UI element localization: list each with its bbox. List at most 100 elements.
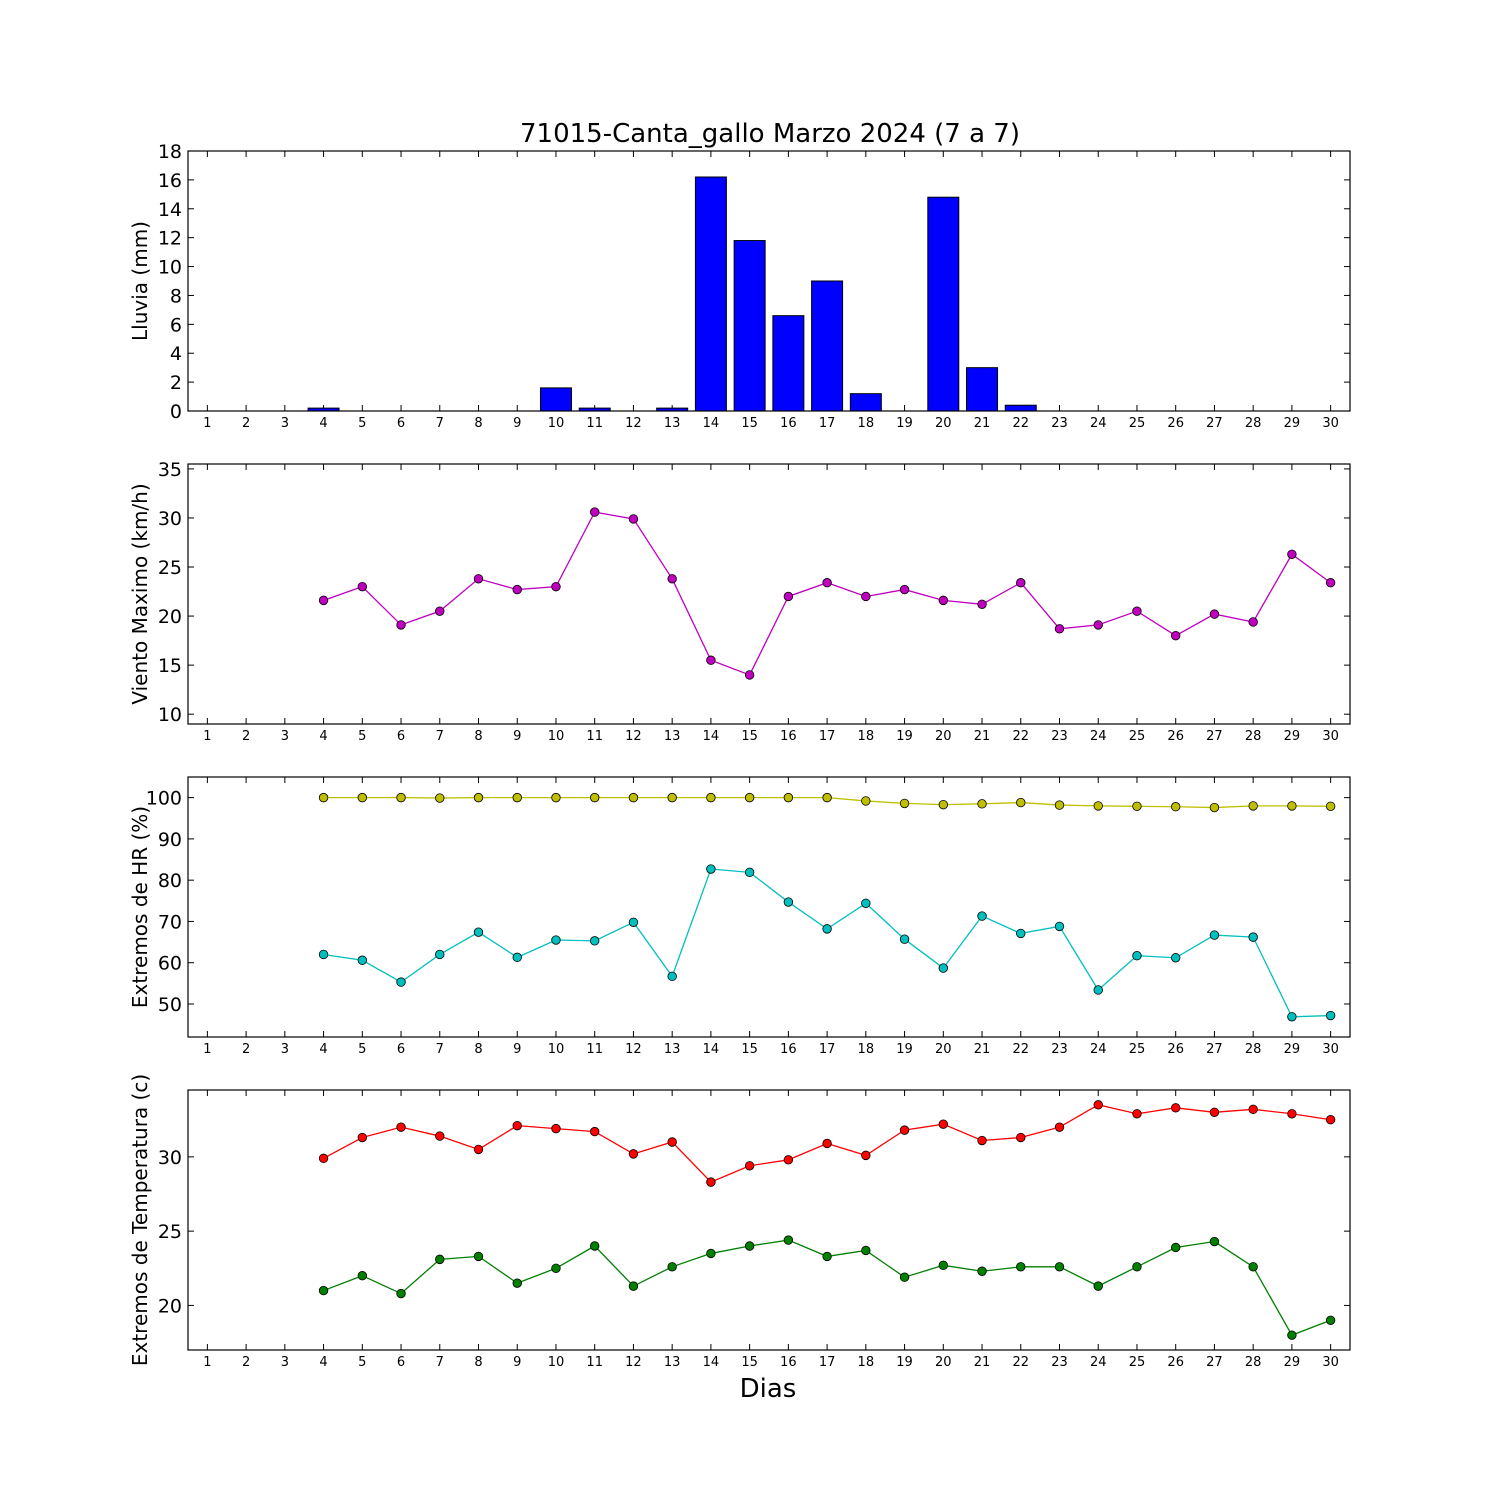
y-tick-label: 30 — [158, 508, 182, 530]
data-point — [1248, 932, 1258, 942]
x-tick-label: 30 — [1322, 1042, 1339, 1057]
data-point — [396, 620, 406, 630]
data-point — [822, 1251, 832, 1262]
x-tick-label: 6 — [397, 1042, 405, 1057]
series-line-1 — [323, 511, 1332, 676]
series-line-2 — [323, 868, 1331, 1018]
x-tick-label: 27 — [1206, 729, 1223, 744]
data-point — [628, 792, 639, 803]
x-tick-label: 22 — [1012, 729, 1029, 744]
x-tick-label: 9 — [513, 1355, 521, 1370]
y-tick-label: 0 — [170, 401, 182, 423]
x-tick-label: 3 — [281, 1355, 289, 1370]
x-tick-label: 21 — [974, 1042, 991, 1057]
data-point — [744, 670, 755, 680]
y-tick-label: 18 — [158, 141, 182, 163]
x-tick-label: 18 — [858, 1355, 875, 1370]
y-axis-label: Lluvia (mm) — [128, 221, 152, 341]
data-point — [1209, 930, 1220, 940]
data-point — [1132, 1262, 1142, 1272]
data-point — [1287, 1012, 1297, 1022]
x-tick-label: 29 — [1284, 1355, 1301, 1370]
data-point — [1248, 617, 1258, 627]
chart-title: 71015-Canta_gallo Marzo 2024 (7 a 7) — [520, 119, 1020, 149]
x-tick-label: 25 — [1129, 1042, 1146, 1057]
data-point — [396, 977, 406, 987]
x-tick-label: 14 — [703, 1042, 720, 1057]
x-tick-label: 7 — [436, 729, 444, 744]
data-point — [628, 1149, 639, 1159]
data-point — [1054, 921, 1065, 932]
y-tick-label: 12 — [158, 228, 182, 250]
data-point — [473, 574, 484, 584]
data-point — [318, 1153, 329, 1164]
x-tick-label: 26 — [1167, 1042, 1184, 1057]
data-point — [1325, 578, 1336, 588]
data-point — [1016, 1262, 1026, 1272]
axes-frame — [187, 150, 1351, 412]
x-tick-label: 5 — [358, 1355, 366, 1370]
x-tick-label: 5 — [358, 416, 366, 431]
data-point — [551, 581, 561, 592]
x-tick-label: 20 — [935, 416, 952, 431]
data-point — [861, 898, 871, 908]
x-tick-label: 14 — [703, 1355, 720, 1370]
x-tick-label: 8 — [474, 729, 482, 744]
x-tick-label: 6 — [397, 416, 405, 431]
x-tick-label: 19 — [896, 1355, 913, 1370]
rain-bar — [811, 280, 844, 412]
data-point — [512, 1278, 522, 1288]
data-point — [318, 792, 329, 803]
x-tick-label: 22 — [1012, 1042, 1029, 1057]
data-point — [783, 1155, 794, 1165]
data-point — [938, 595, 949, 606]
x-tick-label: 8 — [474, 1355, 482, 1370]
data-point — [977, 599, 987, 610]
data-point — [551, 1123, 561, 1134]
x-tick-label: 3 — [281, 1042, 289, 1057]
data-point — [706, 1177, 716, 1187]
x-tick-label: 22 — [1012, 416, 1029, 431]
data-point — [783, 792, 794, 803]
x-tick-label: 3 — [281, 729, 289, 744]
x-tick-label: 25 — [1129, 1355, 1146, 1370]
x-tick-label: 13 — [664, 1355, 681, 1370]
data-point — [357, 1132, 368, 1143]
data-point — [1287, 801, 1297, 811]
rain-bar — [966, 367, 999, 412]
x-tick-label: 15 — [741, 1042, 758, 1057]
x-tick-label: 24 — [1090, 729, 1107, 744]
data-point — [938, 963, 949, 973]
x-tick-label: 7 — [436, 1042, 444, 1057]
x-tick-label: 2 — [242, 1355, 250, 1370]
x-tick-label: 29 — [1284, 416, 1301, 431]
x-tick-label: 12 — [625, 416, 642, 431]
data-point — [1248, 1104, 1258, 1115]
data-point — [473, 1251, 484, 1262]
data-point — [396, 792, 406, 803]
data-point — [1093, 1281, 1103, 1291]
data-point — [783, 897, 794, 907]
data-point — [1093, 1100, 1103, 1110]
y-tick-label: 100 — [146, 788, 182, 810]
axes-frame — [187, 463, 1351, 725]
data-point — [899, 798, 910, 809]
axes-frame — [187, 1089, 1351, 1351]
y-tick-label: 14 — [158, 199, 182, 221]
x-tick-label: 9 — [513, 416, 521, 431]
data-point — [1325, 801, 1336, 812]
y-tick-label: 25 — [158, 557, 182, 579]
data-point — [318, 949, 329, 960]
data-point — [357, 955, 368, 965]
x-tick-label: 30 — [1322, 416, 1339, 431]
x-tick-label: 15 — [741, 1355, 758, 1370]
rain-bar — [772, 315, 805, 412]
x-tick-label: 23 — [1051, 416, 1068, 431]
x-tick-label: 10 — [548, 416, 565, 431]
x-tick-label: 27 — [1206, 1042, 1223, 1057]
y-tick-label: 30 — [158, 1147, 182, 1169]
y-tick-label: 10 — [158, 704, 182, 726]
x-tick-label: 16 — [780, 1042, 797, 1057]
x-tick-label: 16 — [780, 729, 797, 744]
x-tick-label: 30 — [1322, 1355, 1339, 1370]
